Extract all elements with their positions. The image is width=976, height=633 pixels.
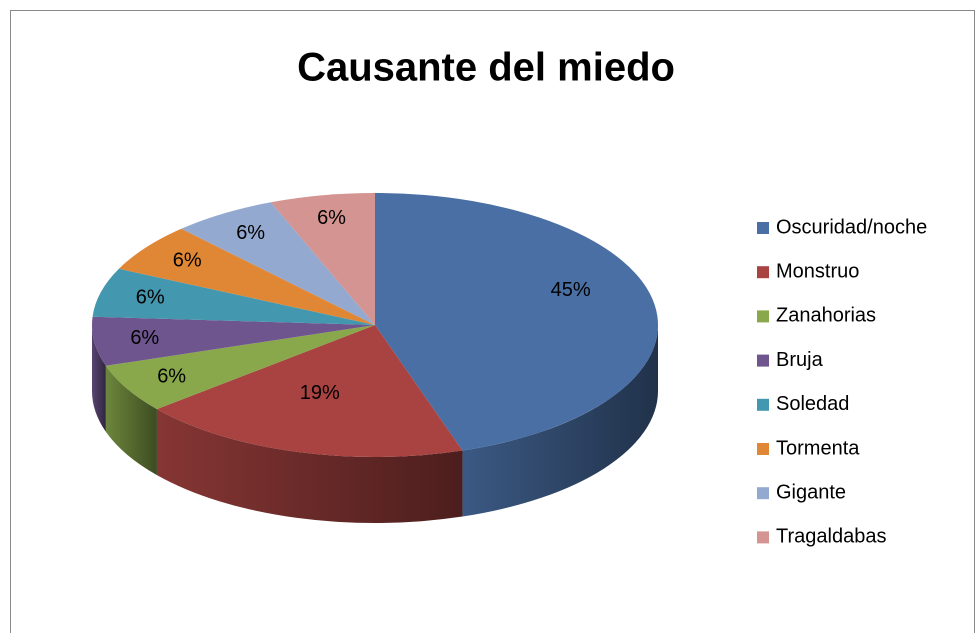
slice <box>181 202 375 325</box>
data-label: 6% <box>136 286 165 308</box>
legend-label: Soledad <box>776 393 849 415</box>
slice-side <box>156 409 463 523</box>
legend-label: Zanahorias <box>776 305 876 327</box>
legend-label: Bruja <box>776 349 824 371</box>
legend-swatch <box>757 266 769 279</box>
legend-swatch <box>757 310 769 323</box>
data-label: 6% <box>130 327 159 349</box>
slice <box>270 193 375 325</box>
slice-side <box>462 325 658 517</box>
legend-swatch <box>757 487 769 500</box>
slice <box>105 325 375 410</box>
legend-swatch <box>757 354 769 367</box>
slice <box>92 268 375 325</box>
legend-label: Tormenta <box>776 437 860 459</box>
chart-border <box>10 10 975 633</box>
legend-swatch <box>757 398 769 411</box>
legend-swatch <box>757 222 769 234</box>
data-label: 6% <box>317 207 346 229</box>
slice <box>156 325 463 457</box>
legend-swatch <box>757 443 769 455</box>
chart-title: Causante del miedo <box>297 46 675 90</box>
slice <box>375 193 658 451</box>
legend-label: Monstruo <box>776 260 859 282</box>
data-label: 6% <box>173 250 202 272</box>
slice <box>118 228 375 325</box>
slice <box>91 316 375 366</box>
data-label: 6% <box>236 222 265 244</box>
legend-swatch <box>757 531 769 544</box>
legend-label: Oscuridad/noche <box>776 216 927 238</box>
legend-label: Tragaldabas <box>776 526 886 548</box>
legend-label: Gigante <box>776 481 846 503</box>
slice-side <box>92 325 106 432</box>
data-label: 19% <box>300 382 340 404</box>
data-label: 45% <box>551 279 591 301</box>
slice-side <box>105 365 157 476</box>
data-label: 6% <box>157 365 186 387</box>
